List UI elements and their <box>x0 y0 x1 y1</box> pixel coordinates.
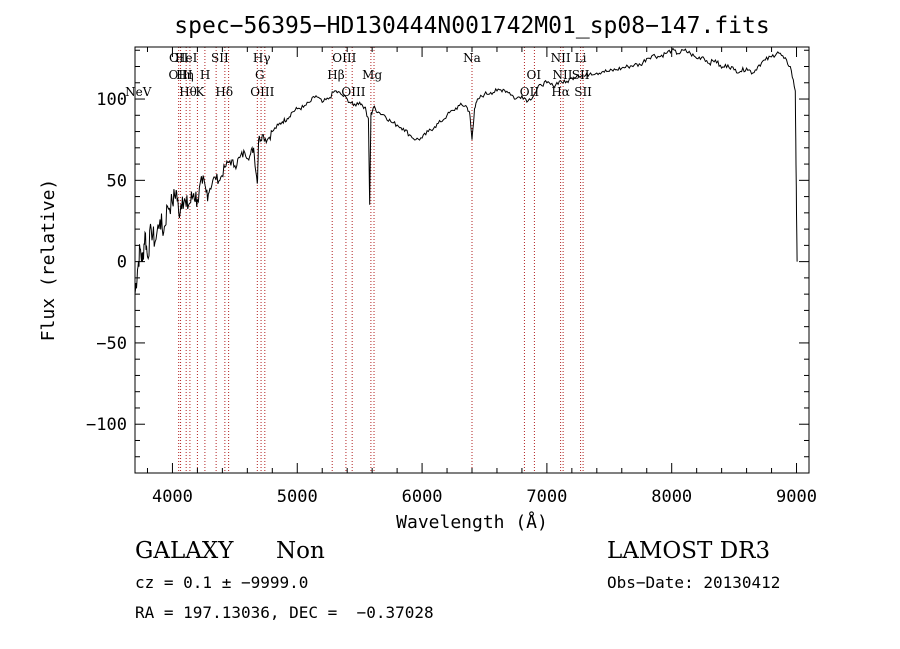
marker-label: Hη <box>176 68 194 82</box>
spectrum-series <box>134 47 798 295</box>
marker-label: HeI <box>175 51 198 65</box>
radec-text: RA = 197.13036, DEC = −0.37028 <box>135 603 434 622</box>
marker-label: OI <box>526 68 541 82</box>
object-subclass: Non <box>276 538 325 564</box>
object-class: GALAXY <box>135 538 234 564</box>
y-tick-label: 100 <box>96 90 127 110</box>
marker-label: Li <box>575 51 587 65</box>
marker-label: Mg <box>362 68 382 82</box>
marker-lines <box>178 47 584 473</box>
y-axis-ticks: −100 −50 0 50 100 <box>86 49 809 458</box>
x-tick-label: 4000 <box>152 487 193 507</box>
marker-label: Hδ <box>215 85 233 99</box>
marker-label: OIII <box>341 85 365 99</box>
marker-label: Na <box>463 51 481 65</box>
x-tick-label: 8000 <box>651 487 692 507</box>
x-tick-label: 9000 <box>776 487 817 507</box>
x-tick-label: 7000 <box>526 487 567 507</box>
spectrum-line <box>134 47 798 295</box>
survey-label: LAMOST DR3 <box>607 538 771 564</box>
marker-label: OIII <box>169 68 193 82</box>
x-axis-label: Wavelength (Å) <box>396 511 548 533</box>
marker-label: OIII <box>332 51 356 65</box>
y-axis-label: Flux (relative) <box>38 179 59 342</box>
obs-date-text: Obs−Date: 20130412 <box>607 573 781 592</box>
x-tick-label: 6000 <box>402 487 443 507</box>
redshift-text: cz = 0.1 ± −9999.0 <box>135 573 309 592</box>
y-tick-label: −100 <box>86 415 127 435</box>
y-tick-label: −50 <box>96 334 127 354</box>
x-axis-ticks: 4000 5000 6000 7000 8000 9000 <box>146 47 817 507</box>
marker-label: H <box>200 68 210 82</box>
marker-label: OII <box>169 51 189 65</box>
marker-label: NeV <box>125 85 152 99</box>
marker-label: Hθ <box>179 85 197 99</box>
x-tick-label: 5000 <box>277 487 318 507</box>
y-tick-label: 0 <box>117 253 127 273</box>
marker-label: G <box>255 68 265 82</box>
y-tick-label: 50 <box>107 171 127 191</box>
marker-label: Hβ <box>327 68 344 82</box>
marker-label: K <box>195 85 205 99</box>
chart-title: spec−56395−HD130444N001742M01_sp08−147.f… <box>174 13 769 39</box>
marker-label: Hα <box>551 85 570 99</box>
marker-label: NII <box>552 68 572 82</box>
marker-label: OIII <box>250 85 274 99</box>
marker-label: Hγ <box>253 51 271 65</box>
marker-label: SII <box>574 85 592 99</box>
marker-label: NII <box>551 51 571 65</box>
marker-label: SII <box>211 51 229 65</box>
marker-label: SII <box>572 68 590 82</box>
marker-label: OII <box>520 85 540 99</box>
